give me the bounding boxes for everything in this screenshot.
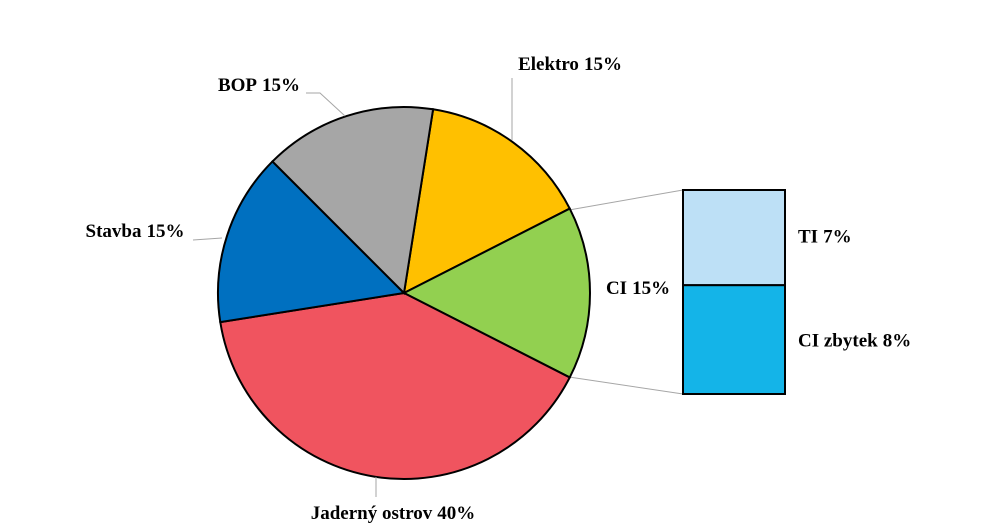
- category-label: Stavba: [86, 221, 142, 242]
- pie-slice: [219, 291, 572, 480]
- pie-slice: [401, 207, 591, 379]
- bar-segment: [682, 284, 786, 396]
- leader-line: [306, 92, 346, 117]
- category-label: BOP: [218, 75, 257, 96]
- data-label: Jaderný ostrov 40%: [311, 503, 476, 524]
- value-label: 15%: [262, 75, 300, 96]
- value-label: 7%: [823, 227, 852, 248]
- category-label: TI: [798, 227, 818, 248]
- pie-slice: [217, 160, 407, 324]
- leader-line: [192, 237, 223, 241]
- value-label: 15%: [146, 221, 184, 242]
- pie-slice: [402, 108, 572, 295]
- category-label: Jaderný ostrov: [311, 503, 433, 524]
- data-label: Stavba 15%: [86, 221, 185, 242]
- bar-segment: [682, 189, 786, 287]
- data-label: CI 15%: [606, 278, 670, 299]
- category-label: Elektro: [518, 54, 579, 75]
- data-label: Elektro 15%: [518, 54, 622, 75]
- value-label: 15%: [584, 54, 622, 75]
- category-label: CI: [606, 278, 627, 299]
- data-label: BOP 15%: [218, 75, 300, 96]
- data-label: TI 7%: [798, 227, 852, 248]
- value-label: 8%: [883, 331, 912, 352]
- value-label: 40%: [437, 503, 475, 524]
- data-label: CI zbytek 8%: [798, 331, 911, 352]
- pie-slice: [271, 106, 435, 296]
- connector: [568, 189, 684, 211]
- connector: [568, 376, 684, 395]
- category-label: CI zbytek: [798, 331, 878, 352]
- value-label: 15%: [632, 278, 670, 299]
